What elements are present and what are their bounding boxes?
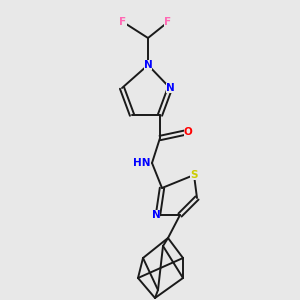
Text: HN: HN bbox=[133, 158, 150, 168]
Text: S: S bbox=[190, 170, 198, 180]
Text: N: N bbox=[144, 60, 152, 70]
Text: N: N bbox=[166, 83, 174, 93]
Text: N: N bbox=[152, 210, 160, 220]
Text: O: O bbox=[184, 127, 192, 137]
Text: F: F bbox=[164, 17, 172, 27]
Text: F: F bbox=[119, 17, 127, 27]
